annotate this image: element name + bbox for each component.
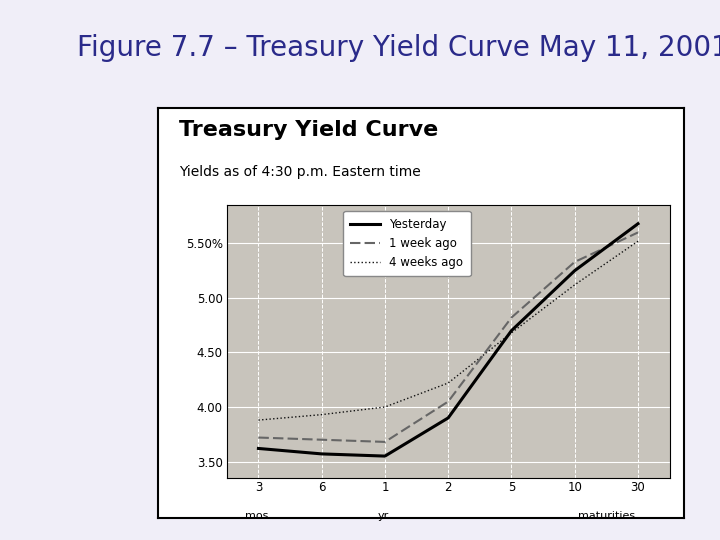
Text: Figure 7.7 – Treasury Yield Curve May 11, 2001: Figure 7.7 – Treasury Yield Curve May 11…	[78, 33, 720, 62]
Text: mos.: mos.	[245, 511, 272, 521]
Text: Yields as of 4:30 p.m. Eastern time: Yields as of 4:30 p.m. Eastern time	[179, 165, 421, 179]
Text: Treasury Yield Curve: Treasury Yield Curve	[179, 120, 438, 140]
Legend: Yesterday, 1 week ago, 4 weeks ago: Yesterday, 1 week ago, 4 weeks ago	[343, 211, 471, 276]
Text: yr.: yr.	[378, 511, 392, 521]
Text: maturities: maturities	[577, 511, 635, 521]
